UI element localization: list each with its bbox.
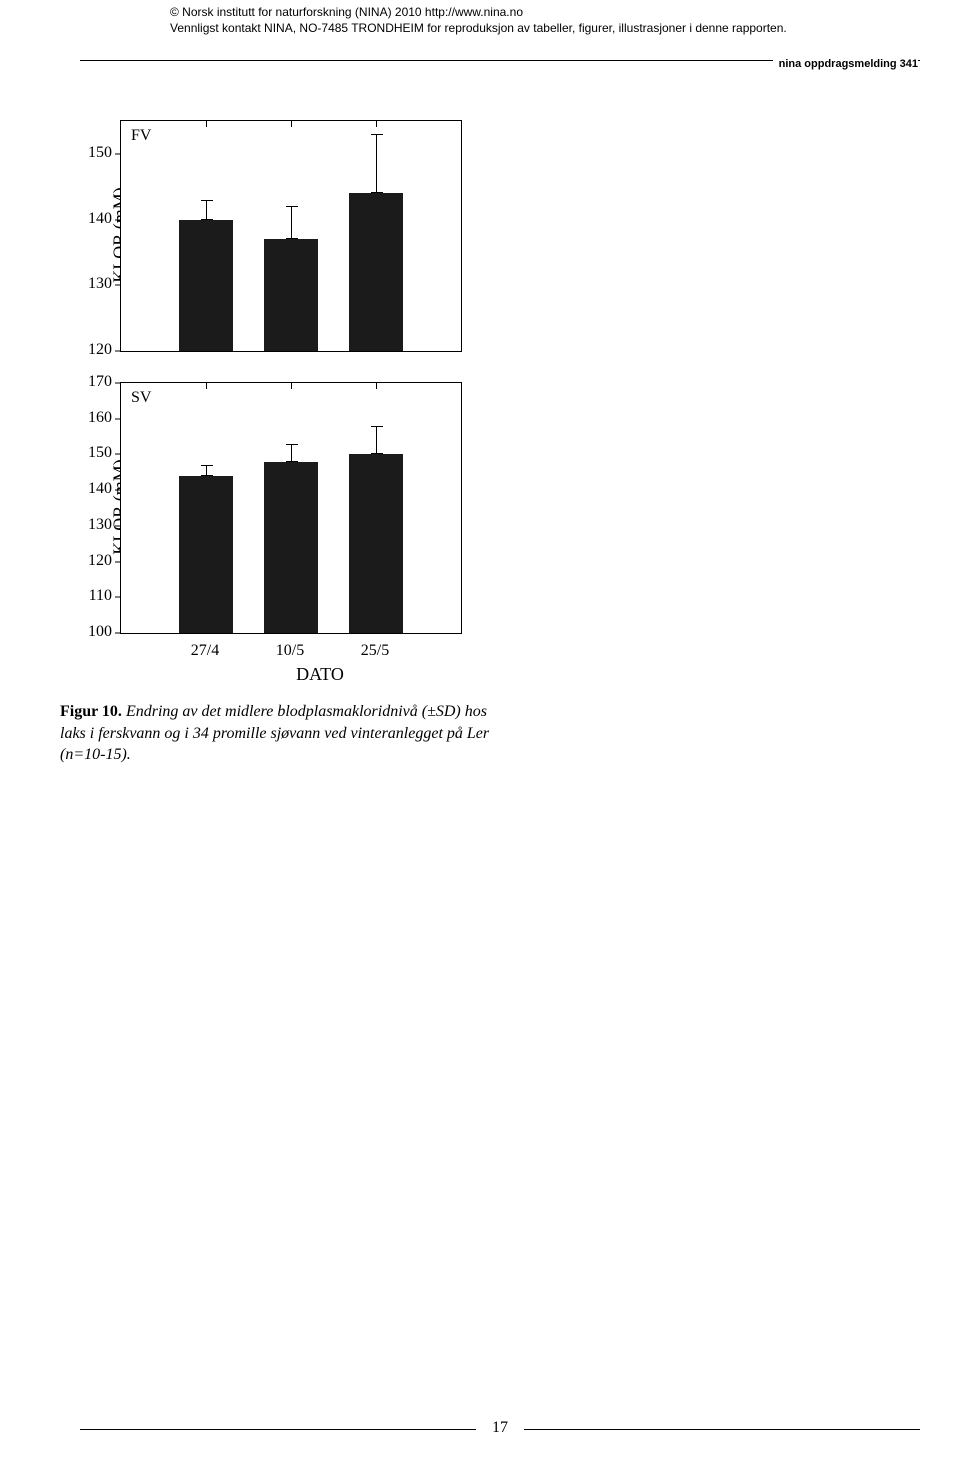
panel-label-fv: FV bbox=[131, 127, 151, 145]
header-line-1: © Norsk institutt for naturforskning (NI… bbox=[170, 4, 920, 20]
y-tick-label: 100 bbox=[72, 623, 120, 641]
x-tick-labels: 27/4 10/5 25/5 bbox=[120, 638, 460, 662]
y-tick-label: 130 bbox=[72, 275, 120, 293]
error-bar bbox=[291, 206, 292, 239]
y-tick-label: 170 bbox=[72, 373, 120, 391]
y-tick-label: 110 bbox=[72, 587, 120, 605]
bar bbox=[264, 462, 318, 633]
page-number: 17 bbox=[486, 1419, 514, 1437]
x-tick-label: 25/5 bbox=[361, 642, 389, 660]
figure-10: KLOR (mM) FV 120130140150 KLOR (mM) SV 1… bbox=[60, 120, 520, 766]
caption-body: Endring av det midlere blodplasmakloridn… bbox=[60, 703, 489, 763]
y-tick-label: 130 bbox=[72, 516, 120, 534]
page-footer: 17 bbox=[80, 1419, 920, 1437]
y-tick-label: 120 bbox=[72, 552, 120, 570]
footer-rule-left bbox=[80, 1429, 476, 1430]
bar bbox=[179, 220, 233, 351]
panel-label-sv: SV bbox=[131, 389, 151, 407]
y-tick-label: 150 bbox=[72, 444, 120, 462]
error-bar bbox=[291, 444, 292, 462]
y-tick-label: 140 bbox=[72, 210, 120, 228]
plot-area-sv: SV bbox=[120, 382, 462, 634]
chart-sv: KLOR (mM) SV 100110120130140150160170 bbox=[120, 382, 460, 632]
bar bbox=[349, 193, 403, 351]
y-tick-label: 140 bbox=[72, 480, 120, 498]
figure-caption: Figur 10. Endring av det midlere blodpla… bbox=[60, 701, 490, 766]
x-axis-label: DATO bbox=[120, 664, 520, 685]
y-tick-label: 160 bbox=[72, 409, 120, 427]
error-bar bbox=[206, 200, 207, 220]
bar bbox=[349, 454, 403, 633]
error-bar bbox=[376, 426, 377, 455]
chart-fv: KLOR (mM) FV 120130140150 bbox=[120, 120, 460, 350]
y-tick-label: 120 bbox=[72, 341, 120, 359]
footer-rule-right bbox=[524, 1429, 920, 1430]
x-tick-label: 10/5 bbox=[276, 642, 304, 660]
bar bbox=[179, 476, 233, 633]
x-tick-label: 27/4 bbox=[191, 642, 219, 660]
report-number: nina oppdragsmelding 341 bbox=[773, 58, 918, 70]
y-tick-label: 150 bbox=[72, 144, 120, 162]
error-bar bbox=[206, 465, 207, 476]
plot-area-fv: FV bbox=[120, 120, 462, 352]
caption-lead: Figur 10. bbox=[60, 703, 122, 720]
page-header: © Norsk institutt for naturforskning (NI… bbox=[170, 4, 920, 36]
error-bar bbox=[376, 134, 377, 193]
header-line-2: Vennligst kontakt NINA, NO-7485 TRONDHEI… bbox=[170, 20, 920, 36]
bar bbox=[264, 239, 318, 351]
